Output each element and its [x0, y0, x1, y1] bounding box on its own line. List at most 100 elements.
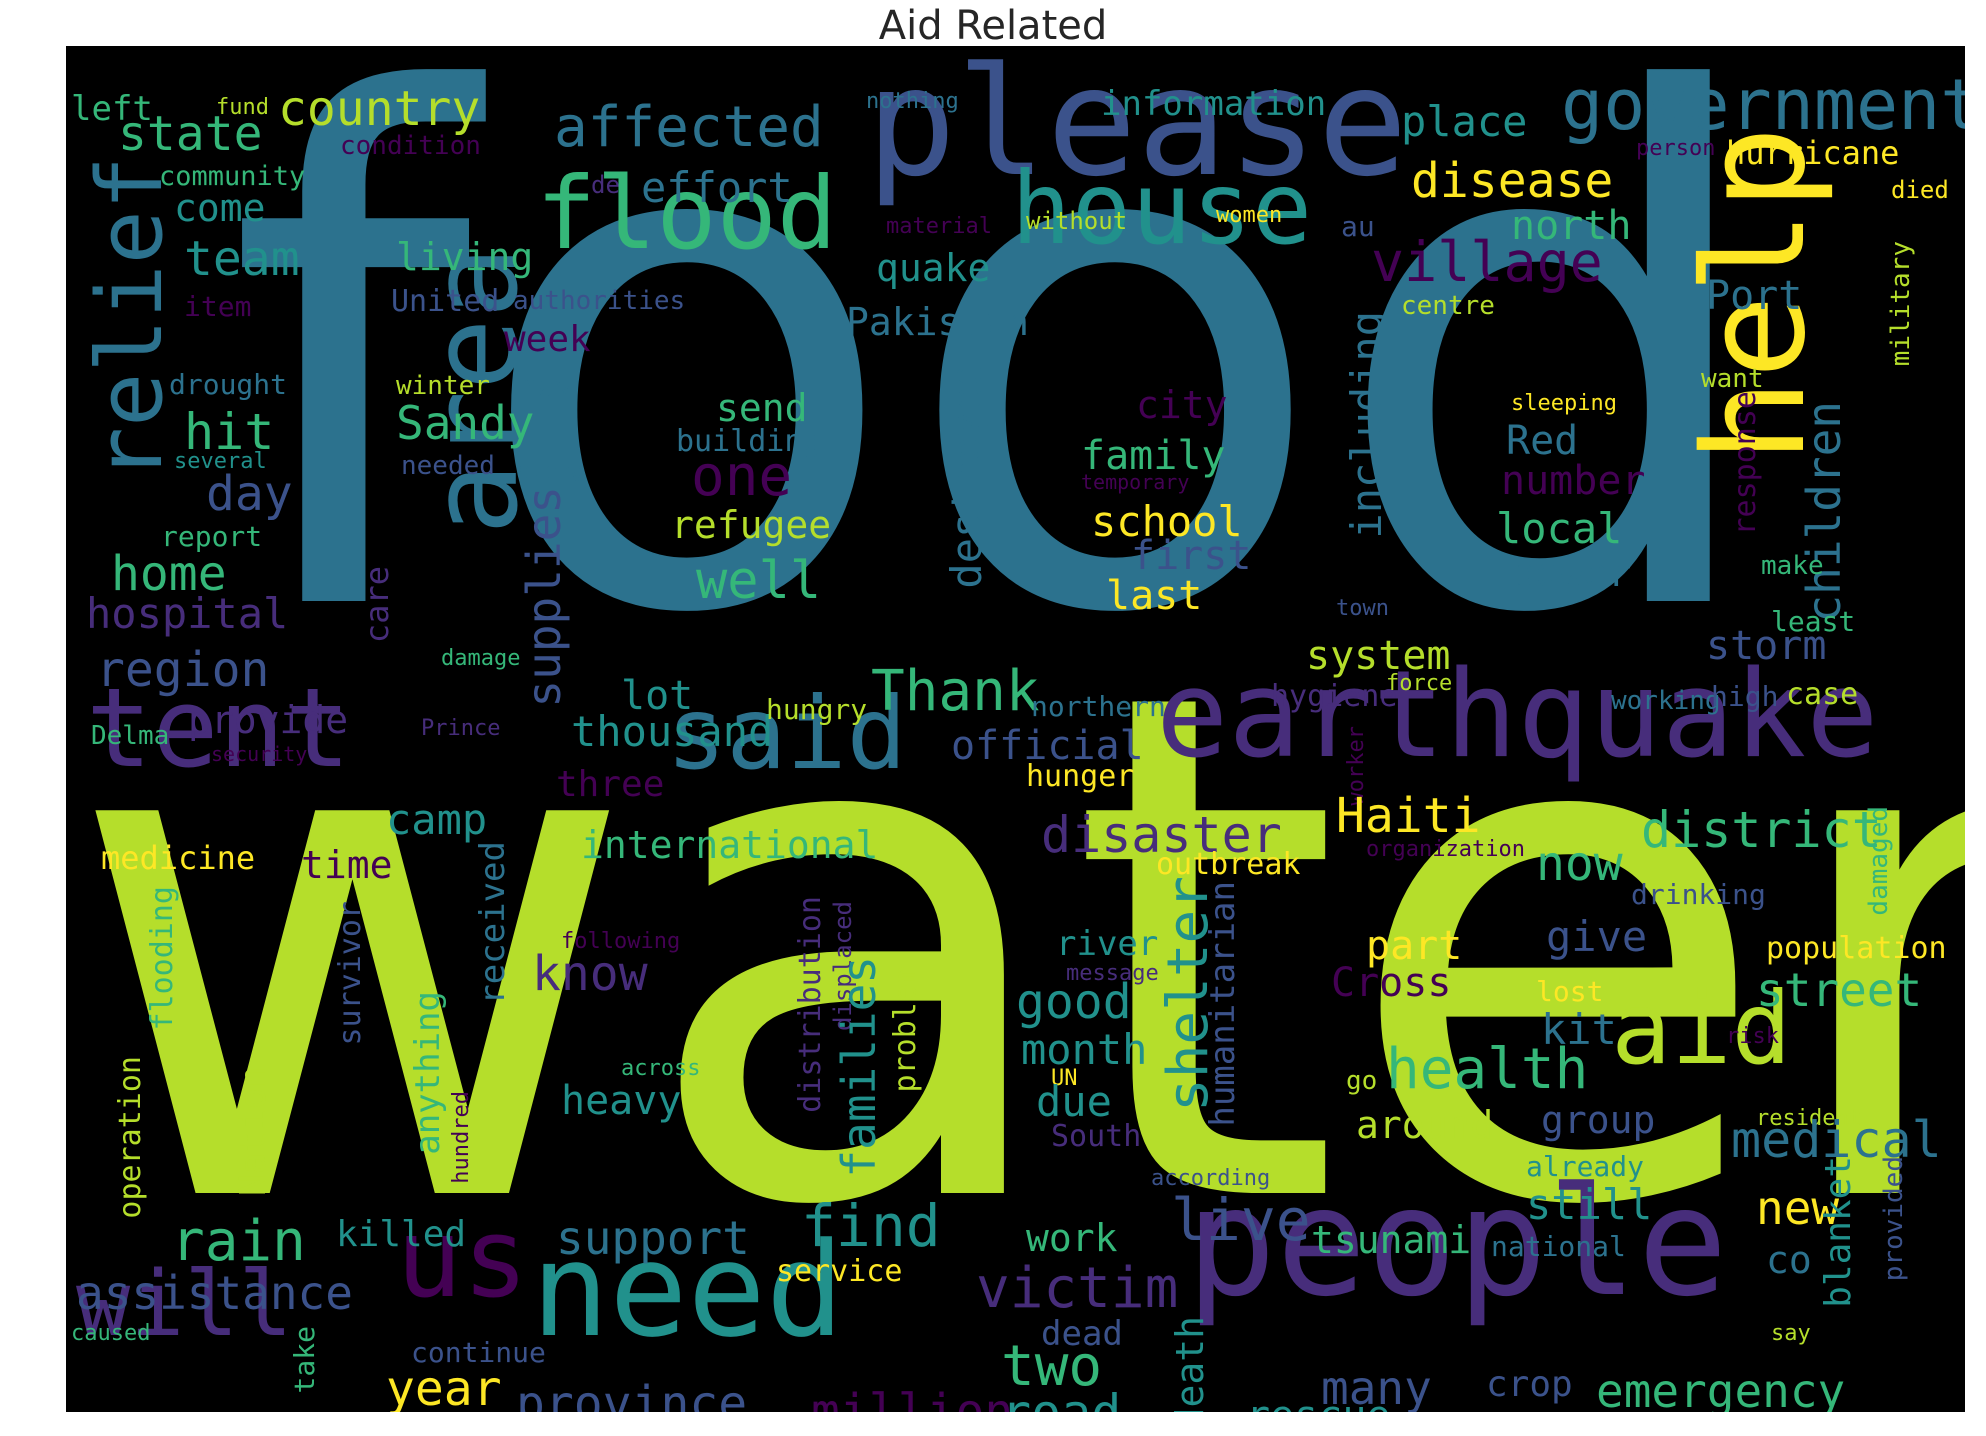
- word-street: street: [1756, 963, 1923, 1018]
- word-tsunami: tsunami: [1311, 1218, 1472, 1263]
- word-kit: kit: [1541, 1004, 1617, 1054]
- word-live: live: [1171, 1186, 1311, 1255]
- word-military: military: [1886, 241, 1916, 367]
- word-work: work: [1026, 1216, 1118, 1261]
- word-outbreak: outbreak: [1156, 847, 1301, 883]
- word-families: families: [832, 956, 886, 1178]
- word-want: want: [1701, 363, 1764, 394]
- word-road: road: [1001, 1388, 1121, 1412]
- chart-title: Aid Related: [878, 3, 1108, 49]
- word-region: region: [96, 642, 270, 699]
- word-caused: caused: [71, 1321, 151, 1347]
- word-may: May: [521, 369, 572, 403]
- word-hundred: hundred: [449, 1091, 474, 1184]
- word-state: state: [118, 106, 263, 163]
- word-send: send: [716, 386, 808, 431]
- word-give: give: [1546, 911, 1648, 961]
- word-building: building: [676, 424, 821, 460]
- word-victim: victim: [976, 1256, 1179, 1322]
- word-left: left: [71, 88, 153, 129]
- word-good: good: [1016, 974, 1132, 1031]
- word-force: force: [1386, 671, 1453, 697]
- word-care: care: [358, 566, 396, 644]
- word-time: time: [301, 843, 393, 888]
- word-town: town: [1336, 596, 1389, 622]
- word-lot: lot: [621, 673, 694, 720]
- word-drinking: drinking: [1631, 877, 1766, 911]
- word-national: national: [1491, 1229, 1626, 1263]
- word-damage: damage: [441, 646, 521, 672]
- word-hit: hit: [184, 403, 275, 461]
- word-sleeping: sleeping: [1511, 391, 1617, 417]
- word-disease: disease: [1411, 153, 1614, 210]
- word-group: group: [1541, 1098, 1656, 1143]
- word-anything: anything: [408, 991, 448, 1155]
- word-drought: drought: [169, 367, 288, 401]
- word-hurricane: hurricane: [1726, 134, 1900, 173]
- word-relief: relief: [78, 156, 183, 482]
- word-food: food: [226, 46, 1774, 767]
- word-aid: aid: [1611, 970, 1792, 1087]
- word-following: following: [561, 929, 681, 955]
- word-disaster: disaster: [1041, 806, 1282, 864]
- word-last: last: [1106, 573, 1203, 620]
- word-district: district: [1641, 801, 1882, 859]
- word-people: people: [1186, 1156, 1728, 1330]
- word-port: Port: [1706, 273, 1803, 320]
- word-sandy: Sandy: [396, 396, 535, 451]
- word-nation: Nation: [233, 1066, 274, 1197]
- word-part: part: [1366, 923, 1463, 970]
- word-week: week: [504, 318, 591, 360]
- word-hospital: hospital: [86, 588, 289, 638]
- word-find: find: [801, 1192, 941, 1261]
- word-assistance: assistance: [76, 1266, 353, 1321]
- word-without: without: [1026, 207, 1128, 236]
- word-delma: Delma: [91, 720, 170, 751]
- word-million: million: [811, 1388, 1013, 1412]
- word-person: person: [1636, 136, 1716, 162]
- word-medicine: medicine: [101, 839, 256, 878]
- word-local: local: [1496, 503, 1623, 553]
- word-medical: medical: [1731, 1111, 1942, 1169]
- word-report: report: [161, 519, 263, 553]
- word-come: come: [174, 186, 266, 231]
- word-cross: Cross: [1331, 960, 1452, 1007]
- word-working: working: [1611, 685, 1721, 716]
- word-city: city: [1136, 383, 1228, 428]
- word-river: river: [1056, 923, 1159, 964]
- word-risk: risk: [1726, 1024, 1779, 1050]
- word-winter: winter: [396, 370, 490, 401]
- word-including: including: [1342, 311, 1391, 539]
- word-first: first: [1131, 533, 1252, 580]
- word-heavy: heavy: [561, 1078, 682, 1125]
- word-hygiene: hygiene: [1271, 679, 1398, 715]
- word-new: new: [1756, 1181, 1840, 1236]
- word-affected: affected: [554, 95, 824, 161]
- word-red: Red: [1506, 418, 1579, 465]
- word-village: village: [1371, 230, 1603, 295]
- word-month: month: [1021, 1024, 1148, 1074]
- word-damaged: damaged: [1864, 806, 1894, 916]
- word-take: take: [288, 1326, 321, 1394]
- word-three: three: [556, 763, 665, 805]
- word-official: official: [951, 723, 1144, 770]
- word-province: province: [516, 1376, 748, 1412]
- word-prince: Prince: [421, 716, 501, 742]
- word-support: support: [556, 1211, 750, 1266]
- word-emergency: emergency: [1596, 1364, 1846, 1412]
- word-school: school: [1091, 496, 1243, 546]
- word-cloud: food water please people need earthquake help a…: [66, 46, 1965, 1412]
- word-un: UN: [1051, 1066, 1078, 1092]
- word-earthquake: earthquake: [1156, 645, 1879, 785]
- word-well: well: [696, 550, 822, 611]
- word-camp: camp: [386, 794, 488, 844]
- word-team: team: [184, 231, 300, 288]
- word-message: message: [1066, 961, 1159, 987]
- word-item: item: [184, 289, 252, 323]
- word-know: know: [532, 946, 648, 1003]
- word-government: government: [1561, 63, 1965, 146]
- word-humanitarian: humanitarian: [1203, 881, 1243, 1127]
- word-make: make: [1761, 550, 1824, 581]
- word-children: children: [1797, 401, 1851, 623]
- word-home: home: [111, 546, 227, 603]
